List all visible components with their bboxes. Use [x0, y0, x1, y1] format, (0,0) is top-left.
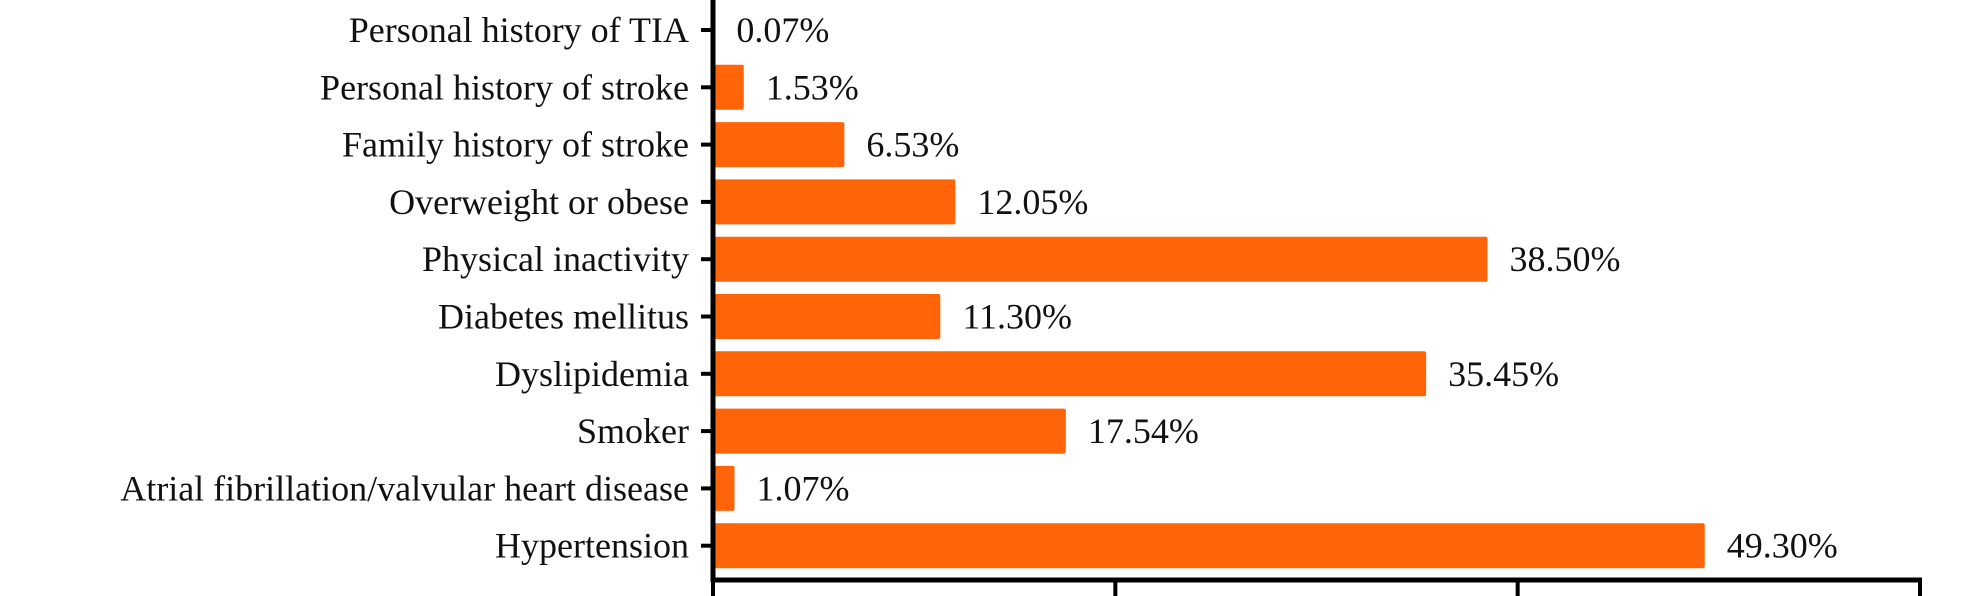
- bar: [713, 122, 845, 168]
- bar: [713, 523, 1705, 569]
- category-label: Overweight or obese: [389, 182, 689, 222]
- value-label: 12.05%: [977, 182, 1088, 222]
- bars-group: [713, 7, 1705, 569]
- category-label: Hypertension: [495, 526, 689, 566]
- value-label: 17.54%: [1088, 411, 1199, 451]
- value-label: 49.30%: [1727, 526, 1838, 566]
- labels-group: Personal history of TIA 0.07% Personal his…: [120, 10, 1838, 566]
- bar: [713, 408, 1066, 454]
- category-label: Atrial fibrillation/valvular heart disea…: [120, 468, 689, 508]
- value-label: 0.07%: [736, 10, 829, 50]
- value-label: 11.30%: [962, 297, 1072, 337]
- bar: [713, 465, 735, 511]
- value-label: 1.07%: [757, 468, 850, 508]
- value-label: 35.45%: [1448, 354, 1559, 394]
- axes-group: [701, 0, 1922, 596]
- value-label: 6.53%: [866, 125, 959, 165]
- category-label: Diabetes mellitus: [438, 297, 689, 337]
- category-label: Personal history of stroke: [320, 67, 689, 107]
- bar: [713, 179, 956, 225]
- bar: [713, 351, 1427, 397]
- category-label: Smoker: [577, 411, 689, 451]
- value-label: 1.53%: [766, 67, 859, 107]
- value-label: 38.50%: [1509, 239, 1620, 279]
- category-label: Family history of stroke: [342, 125, 689, 165]
- bar: [713, 236, 1488, 282]
- category-label: Physical inactivity: [422, 239, 689, 279]
- category-label: Dyslipidemia: [495, 354, 689, 394]
- bar: [713, 294, 941, 339]
- category-label: Personal history of TIA: [349, 10, 689, 50]
- bar: [713, 64, 744, 110]
